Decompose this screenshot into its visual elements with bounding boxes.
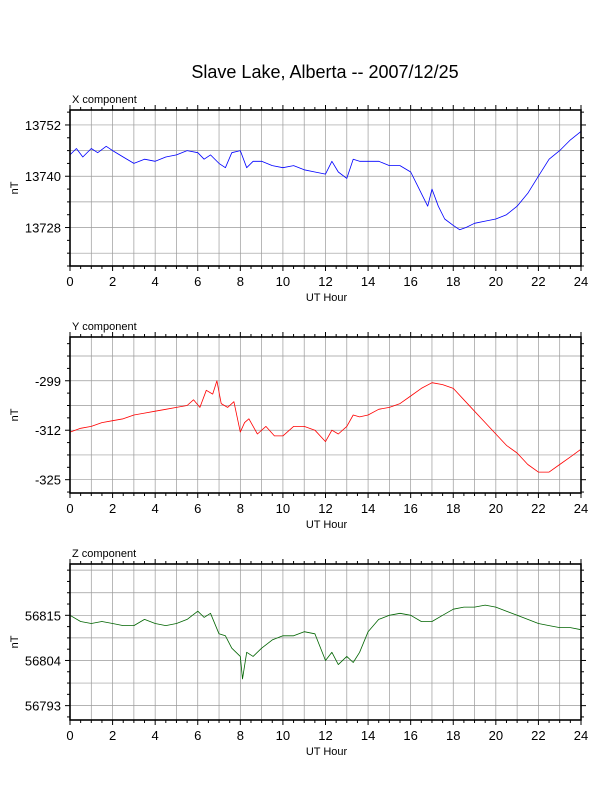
y-component-x-tick-label: 22: [531, 501, 545, 516]
x-component-x-tick-label: 0: [66, 274, 73, 289]
x-component-label: X component: [72, 94, 137, 106]
x-component-x-tick-label: 2: [109, 274, 116, 289]
z-component-y-tick-label: 56815: [25, 608, 61, 623]
figure-title: Slave Lake, Alberta -- 2007/12/25: [191, 62, 458, 82]
y-component-x-axis-label: UT Hour: [306, 519, 348, 531]
x-component-x-tick-label: 22: [531, 274, 545, 289]
y-component-y-tick-label: -325: [35, 473, 61, 488]
y-component-x-tick-label: 12: [318, 501, 332, 516]
y-component-x-tick-label: 6: [194, 501, 201, 516]
x-component-x-tick-label: 12: [318, 274, 332, 289]
x-component-y-axis-label: nT: [9, 181, 21, 194]
y-component-y-tick-label: -312: [35, 423, 61, 438]
z-component-y-tick-label: 56793: [25, 699, 61, 714]
y-component-x-tick-label: 14: [361, 501, 375, 516]
z-component-x-tick-label: 16: [403, 728, 417, 743]
y-component-x-tick-label: 16: [403, 501, 417, 516]
x-component-x-tick-label: 10: [276, 274, 290, 289]
z-component-x-tick-label: 20: [489, 728, 503, 743]
y-component-x-tick-label: 18: [446, 501, 460, 516]
x-component-y-tick-label: 13740: [25, 169, 61, 184]
x-component-x-tick-label: 6: [194, 274, 201, 289]
y-component-y-tick-label: -299: [35, 374, 61, 389]
z-component-x-tick-label: 6: [194, 728, 201, 743]
z-component-x-axis-label: UT Hour: [306, 746, 348, 758]
y-component-x-tick-label: 24: [574, 501, 588, 516]
z-component-x-tick-label: 14: [361, 728, 375, 743]
x-component-series-line: [69, 131, 582, 231]
y-component-y-axis-label: nT: [9, 408, 21, 421]
x-component-x-tick-label: 24: [574, 274, 588, 289]
y-component-x-tick-label: 2: [109, 501, 116, 516]
z-component-x-tick-label: 22: [531, 728, 545, 743]
y-component-label: Y component: [72, 321, 137, 333]
x-component-x-tick-label: 16: [403, 274, 417, 289]
z-component-x-tick-label: 8: [237, 728, 244, 743]
x-component-y-tick-label: 13752: [25, 118, 61, 133]
y-component-x-tick-label: 20: [489, 501, 503, 516]
x-component-x-tick-label: 8: [237, 274, 244, 289]
z-component-x-tick-label: 24: [574, 728, 588, 743]
y-component-x-tick-label: 4: [152, 501, 159, 516]
z-component-series-line: [69, 604, 582, 680]
x-component-x-tick-label: 20: [489, 274, 503, 289]
x-component-x-tick-label: 18: [446, 274, 460, 289]
z-component-x-tick-label: 10: [276, 728, 290, 743]
y-component-series-line: [69, 380, 582, 473]
y-component-x-tick-label: 8: [237, 501, 244, 516]
z-component-x-tick-label: 18: [446, 728, 460, 743]
x-component-x-tick-label: 4: [152, 274, 159, 289]
z-component-x-tick-label: 4: [152, 728, 159, 743]
x-component-y-tick-label: 13728: [25, 221, 61, 236]
z-component-x-tick-label: 12: [318, 728, 332, 743]
x-component-x-axis-label: UT Hour: [306, 292, 348, 304]
y-component-x-tick-label: 0: [66, 501, 73, 516]
z-component-x-tick-label: 2: [109, 728, 116, 743]
z-component-label: Z component: [72, 548, 136, 560]
z-component-y-tick-label: 56804: [25, 653, 61, 668]
z-component-y-axis-label: nT: [9, 635, 21, 648]
x-component-x-tick-label: 14: [361, 274, 375, 289]
z-component-x-tick-label: 0: [66, 728, 73, 743]
y-component-x-tick-label: 10: [276, 501, 290, 516]
